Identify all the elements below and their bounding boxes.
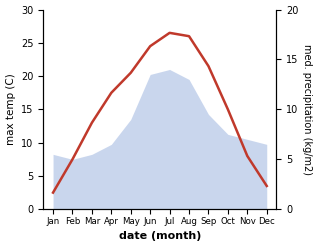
Y-axis label: med. precipitation (kg/m2): med. precipitation (kg/m2) (302, 44, 313, 175)
Y-axis label: max temp (C): max temp (C) (5, 74, 16, 145)
X-axis label: date (month): date (month) (119, 231, 201, 242)
